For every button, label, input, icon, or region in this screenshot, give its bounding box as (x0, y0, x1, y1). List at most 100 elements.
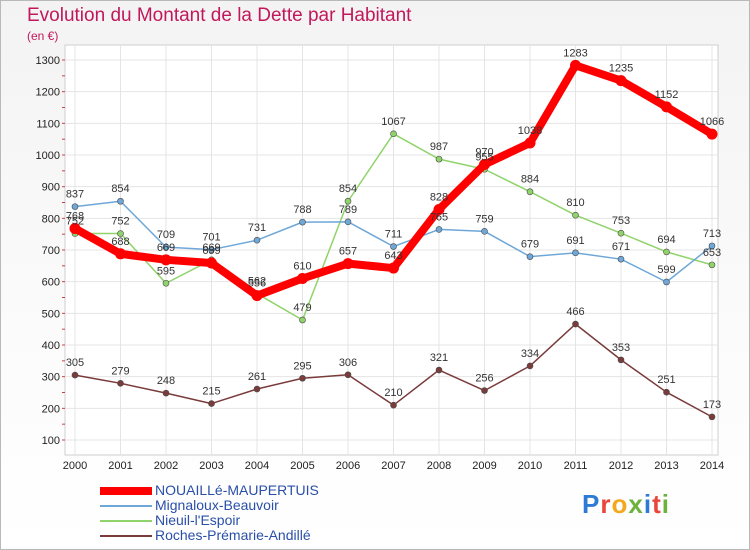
data-point (435, 366, 443, 374)
data-label: 334 (521, 348, 539, 360)
data-label: 731 (248, 222, 266, 234)
data-label: 305 (66, 357, 84, 369)
data-label: 671 (612, 241, 630, 253)
logo-letter: r (600, 489, 612, 519)
x-tick-label: 2012 (609, 460, 633, 472)
data-label: 1283 (563, 47, 587, 59)
data-point (162, 243, 170, 251)
data-point (160, 254, 172, 266)
data-point (390, 243, 397, 250)
logo-letter: i (661, 489, 670, 519)
data-label: 789 (339, 204, 357, 216)
data-label: 854 (111, 183, 129, 195)
data-label: 679 (521, 239, 539, 251)
legend-label: Mignaloux-Beauvoir (155, 497, 279, 513)
data-point (663, 388, 670, 396)
data-label: 1038 (518, 125, 542, 137)
data-label: 248 (157, 375, 175, 387)
x-tick-label: 2010 (518, 460, 542, 472)
x-tick-label: 2011 (564, 460, 588, 472)
legend-swatch (100, 520, 152, 522)
y-tick-label: 600 (42, 277, 60, 289)
data-label: 854 (339, 183, 357, 195)
data-label: 669 (202, 242, 220, 254)
data-point (251, 290, 263, 302)
data-label: 759 (475, 213, 493, 225)
data-label: 595 (157, 265, 175, 277)
data-point (299, 218, 306, 226)
data-label: 837 (66, 189, 84, 201)
data-point (117, 380, 124, 387)
data-point (390, 401, 397, 409)
data-label: 688 (111, 236, 129, 248)
data-point (526, 253, 534, 260)
data-point (162, 279, 170, 287)
data-label: 321 (430, 352, 448, 364)
y-tick-label: 800 (42, 213, 60, 225)
data-label: 765 (430, 211, 448, 223)
data-label: 1066 (700, 116, 724, 128)
data-label: 466 (566, 306, 584, 318)
y-tick-label: 500 (42, 308, 60, 320)
legend-swatch (100, 487, 152, 495)
data-point (663, 248, 670, 256)
x-tick-label: 2009 (472, 460, 496, 472)
legend-label: NOUAILLé-MAUPERTUIS (155, 482, 319, 498)
proxiti-logo: Proxiti (582, 489, 670, 520)
data-point (344, 371, 352, 379)
y-tick-label: 900 (42, 182, 60, 194)
data-label: 810 (566, 197, 584, 209)
y-tick-label: 1300 (36, 55, 60, 67)
y-tick-label: 1200 (36, 87, 60, 99)
data-label: 788 (293, 204, 311, 216)
legend-label: Roches-Prémarie-Andillé (155, 527, 311, 543)
data-label: 753 (612, 215, 630, 227)
x-tick-label: 2002 (154, 460, 178, 472)
data-point (115, 248, 126, 260)
data-label: 479 (293, 302, 311, 314)
data-point (481, 387, 488, 394)
y-tick-label: 200 (42, 403, 60, 415)
data-label: 215 (202, 386, 220, 398)
data-label: 599 (657, 264, 675, 276)
data-label: 210 (384, 387, 402, 399)
data-point (344, 197, 352, 205)
data-point (524, 137, 536, 149)
data-label: 884 (521, 174, 539, 186)
data-label: 306 (339, 357, 357, 369)
data-point (706, 128, 718, 140)
data-point (708, 413, 716, 421)
x-tick-label: 2014 (700, 460, 724, 472)
data-label: 1152 (655, 89, 679, 101)
x-tick-label: 2013 (654, 460, 678, 472)
data-point (299, 316, 306, 324)
legend-label: Nieuil-l'Espoir (155, 512, 241, 528)
data-point (663, 278, 670, 286)
data-label: 713 (703, 228, 721, 240)
x-tick-label: 2003 (199, 460, 223, 472)
data-label: 701 (202, 232, 220, 244)
data-point (162, 389, 170, 397)
data-point (617, 356, 625, 364)
x-tick-label: 2005 (290, 460, 314, 472)
data-label: 279 (111, 365, 129, 377)
data-point (117, 230, 124, 237)
logo-letter: o (611, 489, 629, 519)
data-label: 987 (430, 141, 448, 153)
chart-title: Evolution du Montant de la Dette par Hab… (27, 5, 412, 26)
data-label: 669 (157, 242, 175, 254)
unit-label: (en €) (27, 29, 59, 43)
data-point (435, 155, 443, 163)
data-point (572, 320, 579, 328)
x-tick-label: 2008 (427, 460, 451, 472)
y-tick-label: 1000 (36, 150, 60, 162)
data-point (661, 101, 672, 113)
data-label: 694 (657, 234, 675, 246)
data-point (433, 203, 445, 215)
data-point (71, 203, 79, 210)
data-point (617, 229, 625, 237)
data-point (479, 159, 490, 170)
data-label: 955 (475, 151, 493, 163)
data-label: 657 (339, 246, 357, 258)
data-point (71, 371, 79, 379)
